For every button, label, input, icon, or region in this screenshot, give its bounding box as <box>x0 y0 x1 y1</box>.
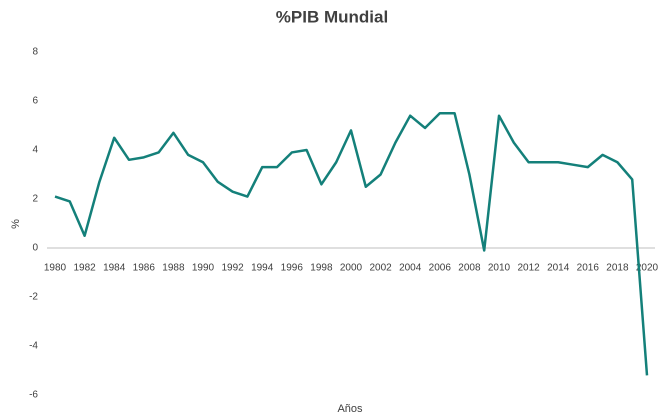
x-tick-label: 2018 <box>606 263 629 274</box>
x-tick-label: 2008 <box>458 263 481 274</box>
x-tick-label: 2004 <box>399 263 422 274</box>
x-tick-label: 1996 <box>281 263 304 274</box>
y-tick-label: -4 <box>29 341 38 352</box>
chart-title: %PIB Mundial <box>276 7 388 26</box>
y-tick-label: -2 <box>29 292 38 303</box>
x-tick-label: 2014 <box>547 263 570 274</box>
x-tick-label: 2020 <box>636 263 659 274</box>
x-tick-label: 2016 <box>577 263 600 274</box>
x-tick-label: 1998 <box>310 263 333 274</box>
x-tick-label: 2006 <box>429 263 452 274</box>
y-tick-label: 0 <box>32 243 38 254</box>
y-tick-label: 6 <box>32 96 38 107</box>
x-tick-label: 2010 <box>488 263 511 274</box>
x-tick-label: 1994 <box>251 263 274 274</box>
y-tick-label: 2 <box>32 194 38 205</box>
y-axis-title: % <box>10 219 22 229</box>
x-tick-label: 1984 <box>103 263 126 274</box>
x-tick-label: 2012 <box>517 263 540 274</box>
x-tick-label: 2002 <box>369 263 392 274</box>
data-line <box>54 112 649 376</box>
x-tick-label: 1988 <box>162 263 185 274</box>
x-tick-label: 1982 <box>73 263 96 274</box>
x-tick-label: 1990 <box>192 263 215 274</box>
y-tick-label: -6 <box>29 390 38 401</box>
x-tick-label: 1992 <box>221 263 244 274</box>
y-tick-label: 4 <box>32 145 38 156</box>
x-tick-label: 2000 <box>340 263 363 274</box>
y-tick-label: 8 <box>32 47 38 58</box>
x-tick-label: 1980 <box>44 263 67 274</box>
x-tick-label: 1986 <box>133 263 156 274</box>
x-axis-title: Años <box>337 403 363 415</box>
